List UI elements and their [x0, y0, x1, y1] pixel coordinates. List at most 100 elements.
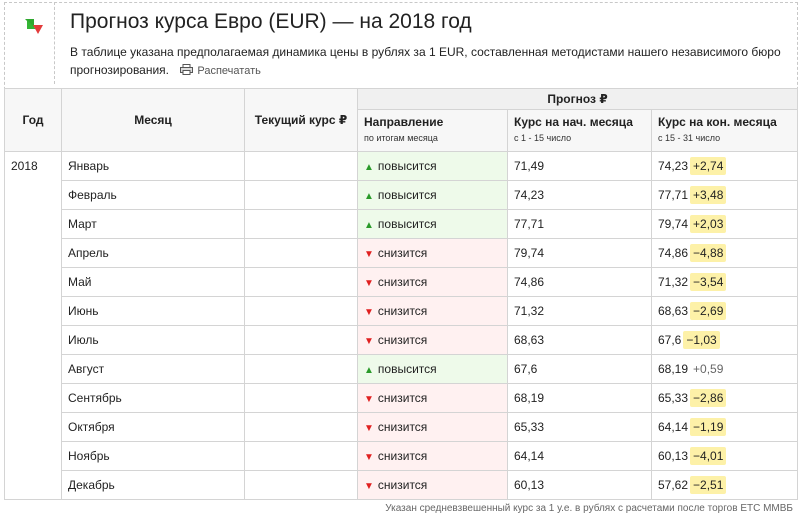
table-row: Октября ▼ снизится 65,33 64,14 −1,19: [5, 412, 798, 442]
direction-label: снизится: [377, 478, 428, 492]
header-end-rate: Курс на кон. месяца с 15 - 31 число: [651, 109, 798, 152]
end-rate-value: 79,74: [658, 217, 689, 231]
start-rate-cell: 77,71: [507, 209, 652, 239]
end-rate-cell: 65,33 −2,86: [651, 383, 798, 413]
triangle-down-icon: ▼: [364, 336, 374, 347]
direction-cell: ▲ повысится: [357, 151, 508, 181]
table-row: Декабрь ▼ снизится 60,13 57,62 −2,51: [5, 470, 798, 500]
table-row: Март ▲ повысится 77,71 79,74 +2,03: [5, 209, 798, 239]
start-rate-cell: 60,13: [507, 470, 652, 500]
month-cell: Октября: [61, 412, 245, 442]
change-badge: −2,69: [690, 302, 727, 320]
start-rate-cell: 68,19: [507, 383, 652, 413]
triangle-down-icon: ▼: [364, 452, 374, 463]
month-cell: Январь: [61, 151, 245, 181]
end-rate-cell: 74,23 +2,74: [651, 151, 798, 181]
current-rate-cell: [244, 209, 358, 239]
direction-cell: ▼ снизится: [357, 470, 508, 500]
direction-label: снизится: [377, 275, 428, 289]
month-cell: Ноябрь: [61, 441, 245, 471]
header-start-rate: Курс на нач. месяца с 1 - 15 число: [507, 109, 652, 152]
print-label: Распечатать: [197, 65, 261, 77]
direction-cell: ▼ снизится: [357, 267, 508, 297]
header-year: Год: [4, 88, 62, 152]
direction-label: снизится: [377, 304, 428, 318]
header-end-rate-label: Курс на кон. месяца: [658, 115, 777, 129]
triangle-up-icon: ▲: [364, 162, 374, 173]
end-rate-cell: 67,6 −1,03: [651, 325, 798, 355]
change-badge: −3,54: [690, 273, 727, 291]
change-badge: −4,01: [690, 447, 727, 465]
change-badge: −1,03: [683, 331, 720, 349]
triangle-down-icon: ▼: [364, 307, 374, 318]
header-month: Месяц: [61, 88, 245, 152]
direction-cell: ▼ снизится: [357, 238, 508, 268]
table-row: Сентябрь ▼ снизится 68,19 65,33 −2,86: [5, 383, 798, 413]
change-badge: +0,59: [693, 362, 724, 376]
header-direction-label: Направление: [364, 115, 444, 129]
start-rate-cell: 71,49: [507, 151, 652, 181]
end-rate-cell: 64,14 −1,19: [651, 412, 798, 442]
triangle-down-icon: ▼: [364, 423, 374, 434]
start-rate-cell: 68,63: [507, 325, 652, 355]
table-row: Август ▲ повысится 67,6 68,19 +0,59: [5, 354, 798, 384]
end-rate-value: 65,33: [658, 391, 689, 405]
end-rate-value: 57,62: [658, 478, 689, 492]
table-row: Июнь ▼ снизится 71,32 68,63 −2,69: [5, 296, 798, 326]
table-row: 2018 Январь ▲ повысится 71,49 74,23 +2,74: [4, 151, 798, 500]
change-badge: +2,03: [690, 215, 727, 233]
direction-label: снизится: [377, 333, 428, 347]
month-cell: Февраль: [61, 180, 245, 210]
end-rate-value: 74,86: [658, 246, 689, 260]
direction-cell: ▼ снизится: [357, 441, 508, 471]
direction-cell: ▼ снизится: [357, 325, 508, 355]
triangle-up-icon: ▲: [364, 220, 374, 231]
direction-cell: ▲ повысится: [357, 354, 508, 384]
logo-column: [4, 2, 55, 84]
start-rate-cell: 74,86: [507, 267, 652, 297]
table-row: Февраль ▲ повысится 74,23 77,71 +3,48: [5, 180, 798, 210]
direction-cell: ▼ снизится: [357, 383, 508, 413]
triangle-down-icon: ▼: [364, 278, 374, 289]
end-rate-value: 71,32: [658, 275, 689, 289]
end-rate-value: 77,71: [658, 188, 689, 202]
end-rate-cell: 79,74 +2,03: [651, 209, 798, 239]
month-cell: Июль: [61, 325, 245, 355]
up-down-arrows-icon: [25, 19, 43, 34]
print-link[interactable]: Распечатать: [180, 62, 261, 80]
direction-label: снизится: [377, 246, 428, 260]
end-rate-cell: 68,63 −2,69: [651, 296, 798, 326]
direction-cell: ▲ повысится: [357, 180, 508, 210]
change-badge: +3,48: [690, 186, 727, 204]
end-rate-cell: 60,13 −4,01: [651, 441, 798, 471]
change-badge: −2,51: [690, 476, 727, 494]
triangle-down-icon: ▼: [364, 394, 374, 405]
header-current-rate-label: Текущий курс ₽: [254, 113, 348, 127]
direction-label: повысится: [377, 217, 437, 231]
change-badge: +2,74: [690, 157, 727, 175]
month-cell: Март: [61, 209, 245, 239]
table-body: 2018 Январь ▲ повысится 71,49 74,23 +2,74 Февра…: [4, 151, 798, 500]
year-cell: 2018: [4, 151, 62, 500]
direction-cell: ▼ снизится: [357, 296, 508, 326]
month-cell: Декабрь: [61, 470, 245, 500]
current-rate-cell: [244, 354, 358, 384]
current-rate-cell: [244, 325, 358, 355]
end-rate-value: 60,13: [658, 449, 689, 463]
end-rate-cell: 74,86 −4,88: [651, 238, 798, 268]
header-start-rate-label: Курс на нач. месяца: [514, 115, 633, 129]
month-cell: Июнь: [61, 296, 245, 326]
header-end-rate-sub: с 15 - 31 число: [658, 133, 721, 143]
current-rate-cell: [244, 267, 358, 297]
header-direction-sub: по итогам месяца: [364, 133, 438, 143]
change-badge: −4,88: [690, 244, 727, 262]
month-cell: Апрель: [61, 238, 245, 268]
subtitle-text: В таблице указана предполагаемая динамик…: [70, 45, 781, 77]
start-rate-cell: 79,74: [507, 238, 652, 268]
change-badge: −2,86: [690, 389, 727, 407]
current-rate-cell: [244, 296, 358, 326]
direction-label: снизится: [377, 449, 428, 463]
direction-cell: ▲ повысится: [357, 209, 508, 239]
end-rate-value: 64,14: [658, 420, 689, 434]
month-cell: Май: [61, 267, 245, 297]
